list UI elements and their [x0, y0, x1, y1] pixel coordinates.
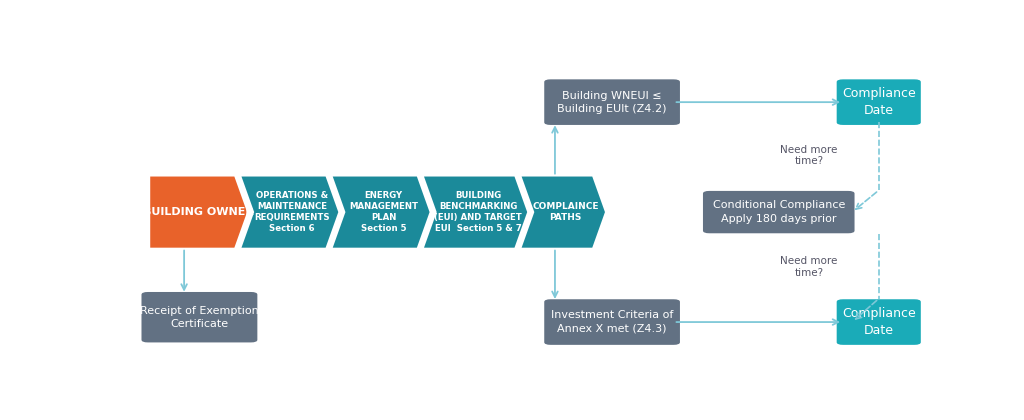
Text: Conditional Compliance
Apply 180 days prior: Conditional Compliance Apply 180 days pr…: [713, 200, 845, 224]
Text: ENERGY
MANAGEMENT
PLAN
Section 5: ENERGY MANAGEMENT PLAN Section 5: [349, 191, 418, 233]
FancyBboxPatch shape: [544, 79, 680, 125]
Polygon shape: [424, 176, 527, 248]
Text: Compliance
Date: Compliance Date: [842, 307, 915, 337]
FancyBboxPatch shape: [544, 299, 680, 345]
Text: Investment Criteria of
Annex X met (Z4.3): Investment Criteria of Annex X met (Z4.3…: [551, 310, 674, 333]
Text: OPERATIONS &
MAINTENANCE
REQUIREMENTS
Section 6: OPERATIONS & MAINTENANCE REQUIREMENTS Se…: [254, 191, 330, 233]
Text: BUILDING OWNER: BUILDING OWNER: [143, 207, 254, 217]
FancyBboxPatch shape: [837, 299, 921, 345]
FancyBboxPatch shape: [141, 292, 257, 342]
Polygon shape: [333, 176, 430, 248]
Text: Compliance
Date: Compliance Date: [842, 87, 915, 117]
Text: Need more
time?: Need more time?: [780, 256, 838, 278]
FancyBboxPatch shape: [837, 79, 921, 125]
Polygon shape: [521, 176, 605, 248]
FancyBboxPatch shape: [702, 191, 855, 233]
Text: COMPLAINCE
PATHS: COMPLAINCE PATHS: [532, 202, 599, 222]
Text: BUILDING
BENCHMARKING
(EUI) AND TARGET
EUI  Section 5 & 7: BUILDING BENCHMARKING (EUI) AND TARGET E…: [434, 191, 522, 233]
Text: Need more
time?: Need more time?: [780, 145, 838, 166]
Polygon shape: [242, 176, 338, 248]
Text: Building WNEUI ≤
Building EUIt (Z4.2): Building WNEUI ≤ Building EUIt (Z4.2): [557, 91, 667, 114]
Text: Receipt of Exemption
Certificate: Receipt of Exemption Certificate: [140, 306, 259, 329]
Polygon shape: [151, 176, 247, 248]
